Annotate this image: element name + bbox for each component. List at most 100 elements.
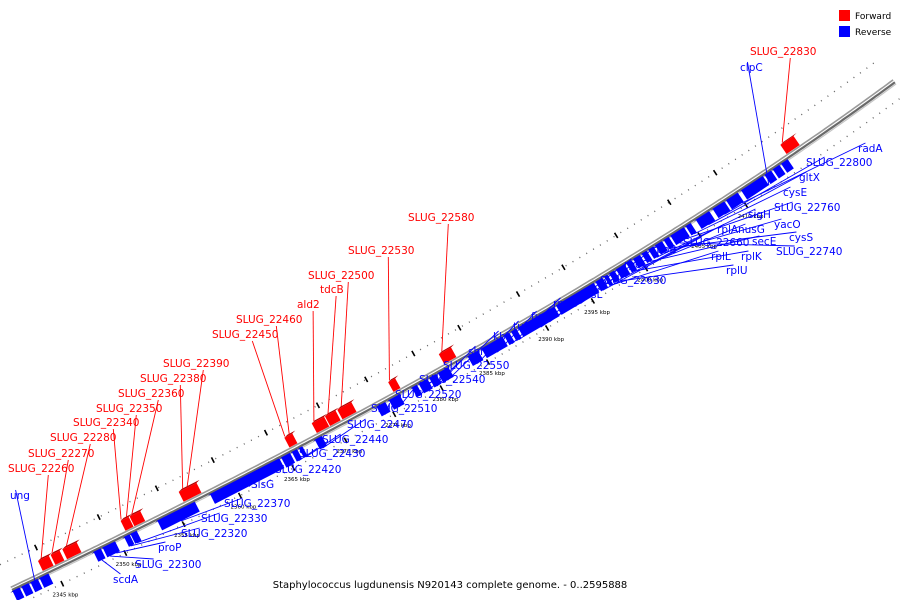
tick-label: 2345 kbp bbox=[52, 592, 78, 598]
reverse-gene bbox=[624, 260, 638, 273]
forward-gene bbox=[50, 547, 65, 565]
reverse-gene-body bbox=[772, 164, 786, 179]
tick-label: 2360 kbp bbox=[230, 504, 256, 510]
tick-mark-lower bbox=[590, 297, 596, 304]
forward-gene-body bbox=[388, 378, 401, 392]
leader-line bbox=[65, 443, 91, 547]
tick-mark-upper bbox=[96, 514, 101, 521]
reverse-gene-body bbox=[555, 282, 600, 315]
leader-line bbox=[15, 489, 38, 592]
reverse-gene bbox=[279, 452, 296, 468]
leader-line bbox=[51, 459, 69, 554]
tick-mark-lower bbox=[237, 492, 243, 499]
reverse-gene-body bbox=[595, 277, 608, 292]
reverse-gene bbox=[646, 246, 660, 259]
leader-line bbox=[781, 57, 791, 143]
leader-line bbox=[634, 250, 749, 272]
forward-gene-label: SLUG_22270 bbox=[28, 448, 94, 460]
leader-line bbox=[251, 340, 286, 437]
tick-mark-upper bbox=[411, 350, 416, 357]
forward-gene-body bbox=[311, 416, 330, 434]
tick-label: 2350 kbp bbox=[116, 562, 142, 568]
forward-gene-label: SLUG_22380 bbox=[140, 373, 206, 385]
reverse-gene-label: SLUG_22330 bbox=[201, 513, 267, 525]
reverse-gene-body bbox=[30, 578, 43, 593]
reverse-gene bbox=[100, 541, 120, 558]
forward-gene bbox=[284, 430, 298, 448]
reverse-gene-label: SLUG_22370 bbox=[224, 498, 290, 510]
leader-line bbox=[518, 288, 588, 341]
reverse-gene-body bbox=[411, 384, 423, 398]
leader-line bbox=[40, 474, 49, 559]
reverse-gene-body bbox=[641, 250, 653, 264]
forward-gene-label: SLUG_22350 bbox=[96, 403, 162, 415]
reverse-gene bbox=[91, 548, 106, 562]
tick-mark-lower bbox=[439, 385, 444, 392]
reverse-gene bbox=[515, 306, 560, 338]
tick-label: 2405 kbp bbox=[691, 244, 717, 250]
reverse-gene-body bbox=[633, 254, 646, 269]
tick-mark-upper bbox=[33, 544, 39, 551]
reverse-gene-label: SLUG_22550 bbox=[443, 360, 509, 372]
forward-genes bbox=[38, 132, 800, 571]
forward-gene-label: SLUG_22450 bbox=[212, 329, 278, 341]
forward-gene-shade bbox=[50, 547, 63, 555]
reverse-gene-label: yacO bbox=[774, 219, 801, 231]
leader-line bbox=[130, 527, 200, 547]
forward-gene-label: SLUG_22390 bbox=[163, 358, 229, 370]
forward-gene-label: tdcB bbox=[320, 284, 344, 296]
reverse-gene-label: nusG bbox=[738, 224, 765, 236]
reverse-gene-body bbox=[124, 534, 135, 547]
tick-mark-upper bbox=[315, 402, 321, 409]
reverse-gene-body bbox=[467, 350, 484, 367]
forward-gene-body bbox=[780, 135, 800, 155]
reverse-gene-label: rplL bbox=[711, 251, 731, 263]
reverse-gene-body bbox=[603, 274, 614, 287]
forward-gene-label: SLUG_22530 bbox=[348, 245, 414, 257]
reverse-gene bbox=[693, 211, 716, 230]
reverse-gene bbox=[553, 282, 600, 315]
reverse-gene-body bbox=[281, 452, 296, 468]
reverse-gene-body bbox=[712, 201, 731, 219]
forward-gene-shade bbox=[120, 513, 132, 521]
forward-gene-label: SLUG_22830 bbox=[750, 46, 816, 58]
reverse-gene-label: rpsG bbox=[553, 298, 578, 310]
reverse-gene-label: SLUG_22800 bbox=[806, 157, 872, 169]
reverse-gene-label: sigH bbox=[748, 209, 771, 221]
forward-gene-body bbox=[178, 482, 202, 502]
forward-gene-label: SLUG_22340 bbox=[73, 417, 139, 429]
reverse-gene bbox=[207, 458, 285, 504]
reverse-gene-label: scdA bbox=[113, 574, 139, 586]
reverse-gene-body bbox=[670, 227, 690, 246]
tick-label: 2400 kbp bbox=[637, 278, 663, 284]
forward-gene bbox=[311, 413, 330, 434]
reverse-gene-label: gltX bbox=[799, 172, 820, 184]
reverse-gene bbox=[661, 236, 675, 250]
leader-line bbox=[248, 478, 259, 487]
reverse-gene-label: SlsG bbox=[251, 479, 274, 491]
forward-gene-shade bbox=[129, 508, 144, 517]
leader-line bbox=[679, 242, 795, 247]
forward-gene-body bbox=[284, 433, 298, 448]
tick-mark-upper bbox=[515, 291, 521, 298]
legend: Forward Reverse bbox=[839, 10, 892, 38]
reverse-gene-label: radA bbox=[858, 143, 883, 155]
leader-line bbox=[322, 418, 366, 449]
tick-label: 2370 kbp bbox=[336, 449, 362, 455]
forward-gene-shade bbox=[311, 413, 328, 424]
forward-gene-label: SLUG_22580 bbox=[408, 212, 474, 224]
backbone-shadow bbox=[10, 79, 894, 589]
forward-gene-body bbox=[38, 555, 54, 571]
reverse-gene-label: SLUG_22630 bbox=[600, 275, 666, 287]
leader-line bbox=[305, 433, 341, 458]
tick-mark-upper bbox=[457, 324, 462, 331]
legend-reverse-swatch bbox=[839, 26, 850, 37]
forward-gene bbox=[38, 552, 54, 571]
leader-line bbox=[649, 235, 760, 262]
reverse-gene bbox=[668, 227, 690, 246]
tick-label: 2385 kbp bbox=[479, 371, 505, 377]
leader-line bbox=[708, 171, 807, 226]
reverse-gene bbox=[508, 328, 522, 342]
legend-reverse-label: Reverse bbox=[855, 28, 892, 38]
